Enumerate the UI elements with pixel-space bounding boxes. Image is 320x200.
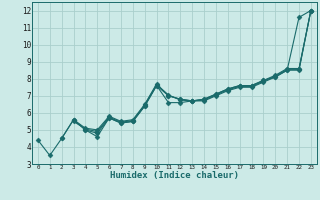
- X-axis label: Humidex (Indice chaleur): Humidex (Indice chaleur): [110, 171, 239, 180]
